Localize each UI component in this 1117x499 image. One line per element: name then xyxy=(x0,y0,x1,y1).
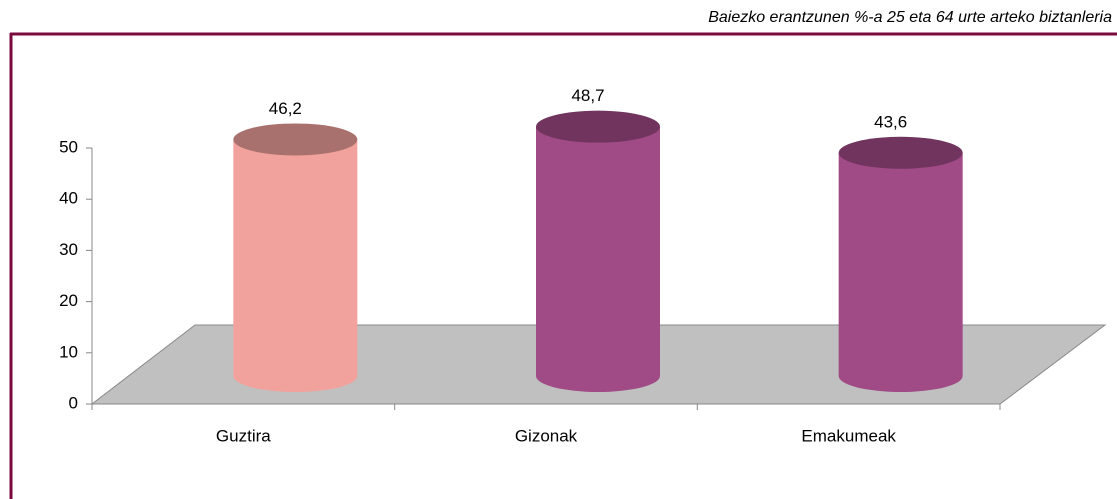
y-tick-label: 30 xyxy=(59,240,78,259)
bar-top xyxy=(838,136,963,169)
bar xyxy=(233,139,358,393)
y-tick-label: 40 xyxy=(59,189,78,208)
value-label: 43,6 xyxy=(874,112,907,131)
bar-top xyxy=(536,110,660,143)
value-label: 46,2 xyxy=(269,99,302,118)
x-tick-label: Emakumeak xyxy=(801,426,896,445)
value-label: 48,7 xyxy=(571,86,604,105)
bar-top xyxy=(233,123,358,156)
y-tick-label: 10 xyxy=(59,342,78,361)
bar xyxy=(536,126,660,392)
x-tick-label: Guztira xyxy=(216,426,271,445)
y-tick-label: 0 xyxy=(69,393,78,412)
x-tick-label: Gizonak xyxy=(515,426,578,445)
y-tick-label: 20 xyxy=(59,291,78,310)
y-tick-label: 50 xyxy=(59,137,78,156)
bar xyxy=(838,152,963,392)
chart-title: Baiezko erantzunen %-a 25 eta 64 urte ar… xyxy=(708,9,1112,26)
